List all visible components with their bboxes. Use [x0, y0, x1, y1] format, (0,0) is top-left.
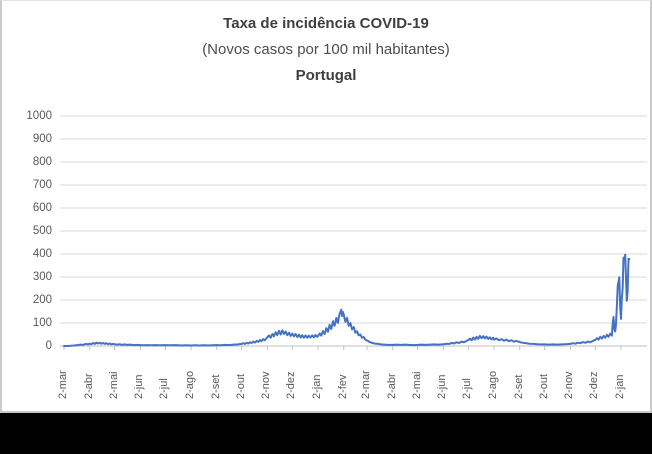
chart-title: Taxa de incidência COVID-19: [223, 15, 429, 32]
chart-title-block: Taxa de incidência COVID-19 (Novos casos…: [2, 11, 650, 89]
y-axis-label: 800: [32, 156, 52, 168]
chart-subtitle: (Novos casos por 100 mil habitantes): [202, 41, 450, 58]
x-axis-label: 2-abr: [385, 373, 398, 399]
y-axis-label: 300: [32, 271, 52, 283]
x-axis-label: 2-mar: [57, 370, 69, 399]
plot-area: 0 100 200 300 400 500 600 700 800 900 1000 2-mar 2-a…: [2, 1, 652, 414]
x-axis-label: 2-ago: [486, 370, 499, 399]
incidence-line-series: [63, 253, 631, 347]
y-axis-label: 100: [32, 317, 52, 329]
x-axis-label: 2-jun: [133, 374, 146, 399]
x-axis-label: 2-set: [512, 374, 525, 399]
x-axis-label: 2-jan: [311, 374, 323, 399]
y-axis-label: 200: [32, 294, 52, 306]
line-chart-svg: [60, 115, 647, 350]
y-axis-label: 700: [32, 179, 52, 191]
y-axis-label: 500: [32, 225, 52, 237]
chart-region-label: Portugal: [295, 67, 357, 84]
x-axis-label: 2-jun: [436, 374, 449, 399]
x-axis-label: 2-abr: [82, 373, 95, 399]
y-axis-label: 400: [32, 248, 52, 260]
chart-window: 0 100 200 300 400 500 600 700 800 900 1000 2-mar 2-a…: [0, 0, 652, 413]
y-axis-label: 1000: [26, 110, 52, 122]
x-axis-label: 2-mai: [107, 371, 120, 399]
x-axis-label: 2-fev: [336, 374, 349, 399]
x-axis-label: 2-ago: [184, 370, 196, 399]
y-axis-label: 0: [45, 340, 52, 352]
x-axis-label: 2-mai: [410, 371, 423, 399]
x-axis-label: 2-out: [234, 373, 247, 399]
x-axis-label: 2-jan: [614, 374, 626, 399]
x-axis-label: 2-mar: [359, 370, 372, 399]
x-axis-label: 2-nov: [563, 371, 576, 399]
screen-background-band: [0, 413, 652, 454]
x-axis-label: 2-out: [537, 373, 550, 399]
y-axis-label: 600: [32, 202, 52, 214]
x-axis-label: 2-nov: [260, 371, 273, 399]
x-axis-label: 2-set: [209, 374, 222, 399]
x-axis-label: 2-dez: [285, 371, 298, 399]
x-axis-label: 2-dez: [588, 371, 601, 399]
y-axis-label: 900: [32, 133, 52, 145]
x-axis-label: 2-jul: [158, 378, 171, 399]
x-axis-label: 2-jul: [461, 378, 474, 399]
